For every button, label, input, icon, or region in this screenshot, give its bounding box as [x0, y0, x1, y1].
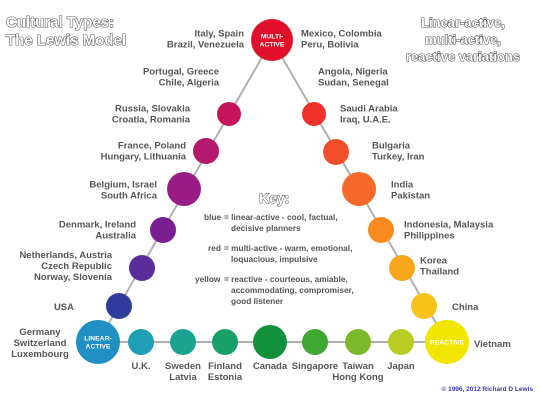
label-right-6-line-2: Philippines — [404, 231, 455, 242]
label-bottom-3-line-2: Estonia — [208, 372, 243, 383]
label-right-2-line-2: Sudan, Senegal — [318, 78, 389, 89]
label-left-2-line-1: Portugal, Greece — [143, 67, 219, 78]
label-left-7-line-2: Czech Republic — [41, 261, 112, 272]
title-line-1: Cultural Types: — [6, 14, 114, 31]
node-left-5 — [150, 217, 176, 243]
key-blue-line-2: decisive planners — [231, 223, 301, 233]
label-linear-countries-line-1: Germany — [19, 327, 61, 338]
key-blue-line-1: = linear-active - cool, factual, — [224, 212, 338, 222]
label-left-1-line-1: Italy, Spain — [195, 29, 245, 40]
label-left-2-line-2: Chile, Algeria — [159, 78, 220, 89]
subtitle-line-2: multi-active, — [425, 32, 501, 47]
label-bottom-1-line-1: U.K. — [132, 361, 151, 372]
node-right-7 — [411, 293, 437, 319]
label-left-4-line-1: France, Poland — [118, 141, 186, 152]
label-left-5-line-2: South Africa — [101, 191, 158, 202]
label-left-4-line-2: Hungary, Lithuania — [101, 152, 187, 163]
label-left-1-line-2: Brazil, Venezuela — [167, 40, 245, 51]
label-bottom-2-line-1: Sweden — [165, 361, 201, 372]
label-left-6-line-2: Australia — [95, 231, 136, 242]
label-reactive-country-line-1: Vietnam — [474, 339, 511, 350]
node-bottom-7 — [388, 329, 414, 355]
node-right-3 — [323, 139, 349, 165]
label-left-7-line-3: Norway, Slovenia — [34, 272, 113, 283]
label-right-8-line-1: China — [452, 302, 479, 313]
node-left-7 — [106, 293, 132, 319]
node-right-5 — [368, 217, 394, 243]
label-right-3-line-2: Iraq, U.A.E. — [340, 115, 391, 126]
label-left-7-line-1: Netherlands, Austria — [19, 250, 112, 261]
vertex-linear-active — [76, 320, 120, 364]
node-right-2 — [302, 102, 326, 126]
label-left-8-line-1: USA — [54, 302, 74, 313]
label-left-6-line-1: Denmark, Ireland — [59, 220, 136, 231]
key-heading: Key: — [259, 190, 289, 206]
node-left-4 — [167, 172, 201, 206]
key-yellow-line-3: good listener — [231, 296, 284, 306]
title-line-2: The Lewis Model — [6, 32, 126, 49]
key-yellow-line-1: = reactive - courteous, amiable, — [224, 274, 348, 284]
label-bottom-5-line-1: Singapore — [292, 361, 338, 372]
node-bottom-2 — [170, 329, 196, 355]
vertex-multi-active-label-line-1: MULTI- — [261, 34, 284, 41]
label-right-6-line-1: Indonesia, Malaysia — [404, 220, 494, 231]
node-bottom-5 — [302, 329, 328, 355]
label-right-7-line-2: Thailand — [420, 267, 459, 278]
vertex-multi-active — [251, 19, 293, 61]
label-bottom-6-line-1: Taiwan — [342, 361, 374, 372]
key-red-line-2: loquacious, impulsive — [231, 254, 318, 264]
key-red-word: red — [208, 243, 221, 253]
label-linear-countries-line-2: Switzerland — [14, 338, 67, 349]
label-left-3-line-2: Croatia, Romania — [112, 115, 191, 126]
node-bottom-4 — [253, 325, 287, 359]
label-bottom-2-line-2: Latvia — [169, 372, 197, 383]
vertex-linear-active-label-line-2: ACTIVE — [86, 344, 111, 351]
label-bottom-6-line-2: Hong Kong — [332, 372, 383, 383]
key-yellow-word: yellow — [195, 274, 221, 284]
node-bottom-1 — [128, 329, 154, 355]
label-right-4-line-2: Turkey, Iran — [372, 152, 425, 163]
label-bottom-4-line-1: Canada — [253, 361, 288, 372]
subtitle-line-3: reactive variations — [406, 49, 520, 64]
key-red-line-1: = multi-active - warm, emotional, — [224, 243, 352, 253]
vertex-linear-active-label-line-1: LINEAR- — [84, 336, 112, 343]
copyright: © 1996, 2012 Richard D Lewis — [441, 385, 533, 393]
vertex-reactive-label-line-1: REACTIVE — [430, 340, 465, 347]
vertex-multi-active-label-line-2: ACTIVE — [260, 42, 285, 49]
label-left-5-line-1: Belgium, Israel — [89, 180, 157, 191]
key-blue-word: blue — [204, 212, 221, 222]
node-bottom-3 — [212, 329, 238, 355]
key-box: Key: blue = linear-active - cool, factua… — [195, 190, 354, 307]
label-linear-countries-line-3: Luxembourg — [11, 349, 69, 360]
label-right-7-line-1: Korea — [420, 256, 448, 267]
node-right-4 — [342, 172, 376, 206]
node-left-2 — [217, 102, 241, 126]
key-yellow-line-2: accommodating, compromiser, — [231, 285, 354, 295]
node-left-6 — [129, 255, 155, 281]
node-right-6 — [389, 255, 415, 281]
vertex-reactive — [425, 320, 469, 364]
label-right-2-line-1: Angola, Nigeria — [318, 67, 388, 78]
label-left-3-line-1: Russia, Slovakia — [115, 104, 191, 115]
label-right-1-line-2: Peru, Bolivia — [301, 40, 359, 51]
label-right-5-line-2: Pakistan — [391, 191, 430, 202]
label-right-1-line-1: Mexico, Colombia — [301, 29, 382, 40]
label-right-3-line-1: Saudi Arabia — [340, 104, 398, 115]
node-bottom-6 — [345, 329, 371, 355]
label-bottom-3-line-1: Finland — [208, 361, 242, 372]
node-left-3 — [193, 138, 219, 164]
label-right-4-line-1: Bulgaria — [372, 141, 411, 152]
label-bottom-7-line-1: Japan — [387, 361, 415, 372]
subtitle-line-1: Linear-active, — [421, 15, 505, 30]
label-right-5-line-1: India — [391, 180, 414, 191]
